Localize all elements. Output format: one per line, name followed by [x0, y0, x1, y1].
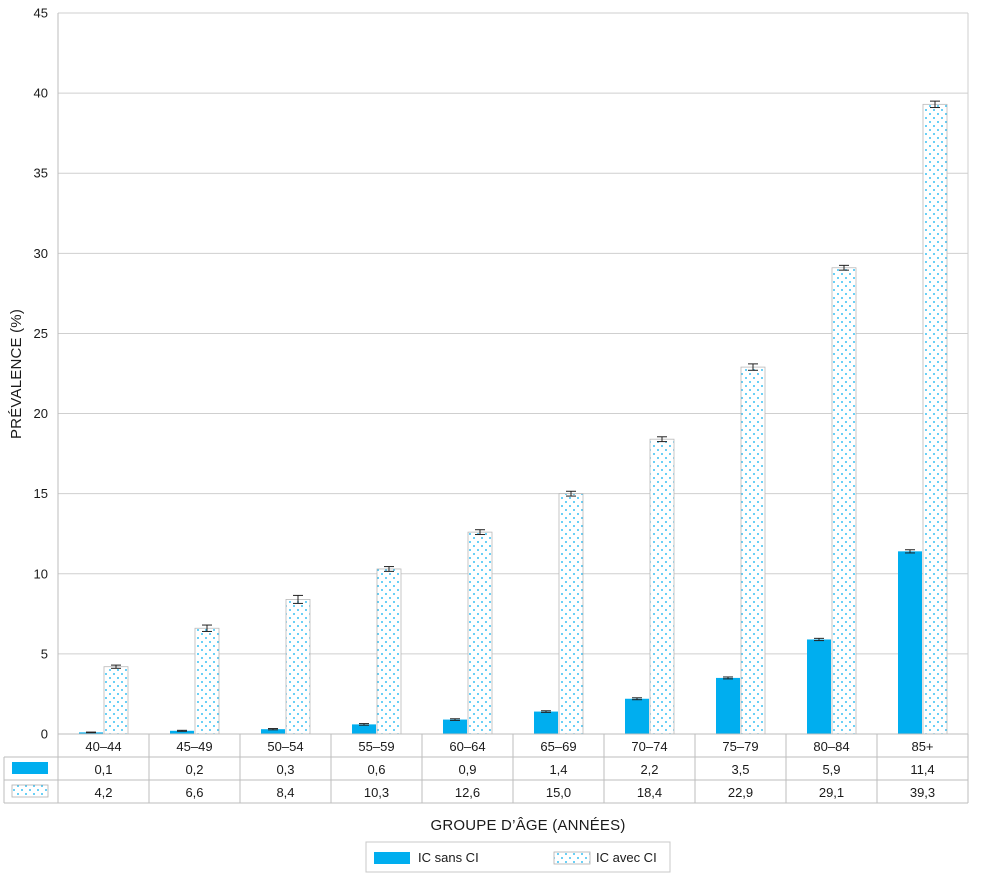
bar-ic-sans-ci-70–74	[625, 698, 649, 734]
table-cell-ic-avec-ci-55–59: 10,3	[364, 785, 389, 800]
y-tick-label-20: 20	[34, 406, 48, 421]
x-tick-label-70–74: 70–74	[631, 739, 667, 754]
legend-swatch-ic-avec-ci	[553, 851, 591, 865]
x-tick-label-45–49: 45–49	[176, 739, 212, 754]
x-tick-label-80–84: 80–84	[813, 739, 849, 754]
bar-ic-avec-ci-75–79	[740, 366, 766, 735]
data-table: 40–44 0,1 4,2 45–49 0,2 6,6 50–54 0,3 8,4 55–59 0,…	[3, 733, 969, 804]
y-tick-label-0: 0	[41, 727, 48, 742]
table-cell-ic-sans-ci-65–69: 1,4	[549, 762, 567, 777]
x-tick-label-50–54: 50–54	[267, 739, 303, 754]
x-tick-label-85+: 85+	[911, 739, 933, 754]
bar-ic-avec-ci-55–59	[376, 568, 402, 735]
x-tick-label-75–79: 75–79	[722, 739, 758, 754]
bar-ic-avec-ci-85+	[922, 103, 948, 735]
bar-ic-sans-ci-55–59	[352, 724, 376, 734]
table-cell-ic-sans-ci-60–64: 0,9	[458, 762, 476, 777]
table-cell-ic-avec-ci-45–49: 6,6	[185, 785, 203, 800]
y-tick-label-45: 45	[34, 6, 48, 21]
bar-ic-avec-ci-60–64	[467, 531, 493, 735]
table-cell-ic-avec-ci-60–64: 12,6	[455, 785, 480, 800]
table-cell-ic-sans-ci-55–59: 0,6	[367, 762, 385, 777]
y-tick-label-5: 5	[41, 646, 48, 661]
bar-ic-sans-ci-85+	[898, 551, 922, 734]
x-tick-label-65–69: 65–69	[540, 739, 576, 754]
x-tick-label-60–64: 60–64	[449, 739, 485, 754]
x-tick-label-55–59: 55–59	[358, 739, 394, 754]
bar-ic-sans-ci-75–79	[716, 677, 740, 734]
table-cell-ic-sans-ci-75–79: 3,5	[731, 762, 749, 777]
table-cell-ic-sans-ci-80–84: 5,9	[822, 762, 840, 777]
table-cell-ic-sans-ci-50–54: 0,3	[276, 762, 294, 777]
legend-swatch-ic-sans-ci	[374, 852, 410, 864]
legend: IC sans CI IC avec CI	[365, 841, 671, 873]
bar-ic-sans-ci-80–84	[807, 639, 831, 734]
y-tick-label-30: 30	[34, 246, 48, 261]
table-cell-ic-avec-ci-75–79: 22,9	[728, 785, 753, 800]
gridlines	[57, 12, 969, 735]
bars	[58, 100, 968, 735]
x-axis-title: GROUPE D’ÂGE (ANNÉES)	[430, 817, 625, 834]
y-tick-label-10: 10	[34, 566, 48, 581]
legend-label-ic-sans-ci: IC sans CI	[418, 850, 479, 865]
y-tick-label-35: 35	[34, 166, 48, 181]
table-swatch-ic-avec-ci	[11, 784, 49, 798]
x-tick-label-40–44: 40–44	[85, 739, 121, 754]
y-tick-label-25: 25	[34, 326, 48, 341]
y-tick-label-40: 40	[34, 86, 48, 101]
table-swatch-ic-sans-ci	[12, 762, 48, 774]
bar-ic-sans-ci-60–64	[443, 719, 467, 734]
table-cell-ic-sans-ci-70–74: 2,2	[640, 762, 658, 777]
table-cell-ic-avec-ci-50–54: 8,4	[276, 785, 294, 800]
table-cell-ic-avec-ci-40–44: 4,2	[94, 785, 112, 800]
table-cell-ic-sans-ci-85+: 11,4	[910, 762, 934, 777]
table-cell-ic-sans-ci-40–44: 0,1	[94, 762, 112, 777]
legend-frame	[365, 841, 671, 873]
bar-ic-sans-ci-45–49	[170, 730, 194, 734]
table-cell-ic-avec-ci-85+: 39,3	[910, 785, 935, 800]
y-tick-label-15: 15	[34, 486, 48, 501]
table-cell-ic-avec-ci-80–84: 29,1	[819, 785, 844, 800]
table-cell-ic-sans-ci-45–49: 0,2	[185, 762, 203, 777]
y-axis-title: PRÉVALENCE (%)	[8, 309, 25, 439]
y-axis-ticks: 0 5 10 15 20 25 30 35 40 45	[34, 6, 48, 742]
bar-ic-avec-ci-80–84	[831, 267, 857, 735]
table-cell-ic-avec-ci-65–69: 15,0	[546, 785, 571, 800]
bar-ic-avec-ci-45–49	[194, 627, 220, 735]
table-cell-ic-avec-ci-70–74: 18,4	[637, 785, 662, 800]
bar-ic-sans-ci-50–54	[261, 729, 285, 734]
bar-ic-avec-ci-40–44	[103, 666, 129, 735]
bar-ic-avec-ci-50–54	[285, 599, 311, 735]
bar-ic-sans-ci-65–69	[534, 711, 558, 734]
bar-ic-avec-ci-70–74	[649, 438, 675, 735]
bar-ic-avec-ci-65–69	[558, 493, 584, 735]
legend-label-ic-avec-ci: IC avec CI	[596, 850, 657, 865]
